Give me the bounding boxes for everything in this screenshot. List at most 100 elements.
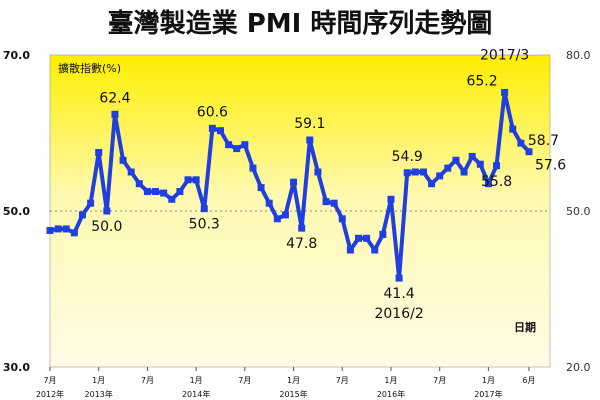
data-label: 47.8 — [286, 236, 317, 252]
x-tick-year: 2016年 — [377, 389, 405, 399]
pmi-data-point — [192, 176, 200, 184]
y2-tick-label: 20.0 — [566, 361, 591, 374]
x-tick-year: 2015年 — [279, 389, 307, 399]
pmi-data-point — [103, 207, 111, 215]
data-label: 57.6 — [535, 158, 566, 174]
pmi-data-point — [452, 156, 460, 164]
pmi-data-point — [216, 127, 224, 135]
pmi-data-point — [143, 188, 151, 195]
pmi-data-point — [314, 168, 322, 176]
x-axis-label: 日期 — [514, 320, 536, 334]
pmi-data-point — [517, 139, 525, 147]
pmi-data-point — [501, 88, 509, 96]
pmi-data-point — [46, 227, 54, 234]
pmi-data-point — [387, 195, 395, 203]
data-label: 54.9 — [392, 149, 423, 165]
pmi-data-point — [436, 172, 444, 180]
pmi-data-point — [444, 164, 452, 172]
pmi-data-point — [168, 195, 176, 203]
x-tick-month: 1月 — [287, 376, 300, 385]
pmi-data-point — [87, 199, 95, 207]
pmi-data-point — [346, 246, 354, 254]
pmi-data-point — [403, 169, 411, 177]
chart-title: 臺灣製造業 PMI 時間序列走勢圖 — [108, 8, 493, 39]
y2-tick-label: 50.0 — [566, 205, 591, 218]
x-tick-month: 6月 — [522, 376, 535, 385]
pmi-data-point — [135, 180, 143, 188]
y2-tick-label: 80.0 — [566, 49, 591, 62]
pmi-data-point — [476, 160, 484, 168]
pmi-data-point — [525, 148, 533, 156]
data-label: 50.3 — [189, 217, 220, 233]
x-tick-year: 2013年 — [85, 389, 113, 399]
pmi-data-point — [152, 188, 160, 195]
data-label: 55.8 — [481, 174, 512, 190]
data-label: 62.4 — [99, 90, 130, 106]
x-tick-month: 7月 — [433, 376, 446, 385]
pmi-data-point — [273, 215, 281, 223]
date-annotation: 2017/3 — [480, 47, 529, 63]
pmi-data-point — [395, 274, 403, 282]
pmi-data-point — [428, 180, 436, 188]
pmi-data-point — [208, 124, 216, 132]
pmi-data-point — [241, 141, 249, 149]
pmi-data-point — [493, 162, 501, 170]
data-label: 41.4 — [384, 286, 415, 302]
data-label: 59.1 — [294, 116, 325, 132]
pmi-data-point — [249, 164, 257, 172]
pmi-data-point — [233, 145, 241, 153]
pmi-data-point — [54, 225, 62, 233]
date-annotation: 2016/2 — [374, 306, 423, 322]
pmi-data-point — [281, 211, 289, 219]
pmi-data-point — [257, 184, 265, 192]
data-label: 60.6 — [197, 104, 228, 120]
y-axis-label: 擴散指數(%) — [58, 61, 121, 75]
pmi-data-point — [119, 156, 127, 164]
x-tick-month: 1月 — [92, 376, 105, 385]
pmi-data-point — [176, 188, 184, 195]
pmi-data-point — [371, 246, 379, 254]
pmi-data-point — [322, 198, 330, 206]
y-tick-label: 70.0 — [3, 49, 30, 62]
pmi-data-point — [290, 178, 298, 186]
pmi-data-point — [184, 176, 192, 184]
x-tick-month: 7月 — [43, 376, 56, 385]
pmi-data-point — [355, 234, 363, 242]
x-tick-month: 7月 — [336, 376, 349, 385]
pmi-data-point — [225, 141, 233, 149]
y-tick-label: 30.0 — [3, 361, 30, 374]
x-tick-month: 1月 — [384, 376, 397, 385]
pmi-data-point — [379, 230, 387, 238]
pmi-data-point — [111, 110, 119, 118]
x-tick-month: 7月 — [141, 376, 154, 385]
x-tick-month: 1月 — [190, 376, 203, 385]
pmi-data-point — [338, 215, 346, 223]
x-tick-year: 2017年 — [474, 389, 502, 399]
data-label: 50.0 — [91, 219, 122, 235]
pmi-data-point — [95, 149, 103, 156]
pmi-data-point — [62, 225, 70, 233]
x-tick-month: 7月 — [238, 376, 251, 385]
pmi-data-point — [265, 199, 273, 207]
pmi-data-point — [509, 125, 517, 133]
y-tick-label: 50.0 — [3, 205, 30, 218]
x-tick-month: 1月 — [482, 376, 495, 385]
pmi-data-point — [363, 234, 371, 242]
x-tick-year: 2012年 — [36, 389, 64, 399]
pmi-data-point — [468, 152, 476, 160]
pmi-data-point — [306, 136, 314, 144]
pmi-data-point — [330, 199, 338, 207]
pmi-data-point — [70, 229, 78, 237]
data-label: 65.2 — [466, 73, 497, 89]
pmi-data-point — [200, 205, 208, 213]
pmi-data-point — [78, 211, 86, 219]
pmi-data-point — [298, 224, 306, 232]
pmi-data-point — [484, 180, 492, 188]
pmi-data-point — [160, 189, 168, 197]
x-tick-year: 2014年 — [182, 389, 210, 399]
pmi-data-point — [419, 168, 427, 176]
data-label: 58.7 — [528, 133, 559, 149]
pmi-data-point — [127, 168, 135, 176]
pmi-data-point — [460, 168, 468, 176]
